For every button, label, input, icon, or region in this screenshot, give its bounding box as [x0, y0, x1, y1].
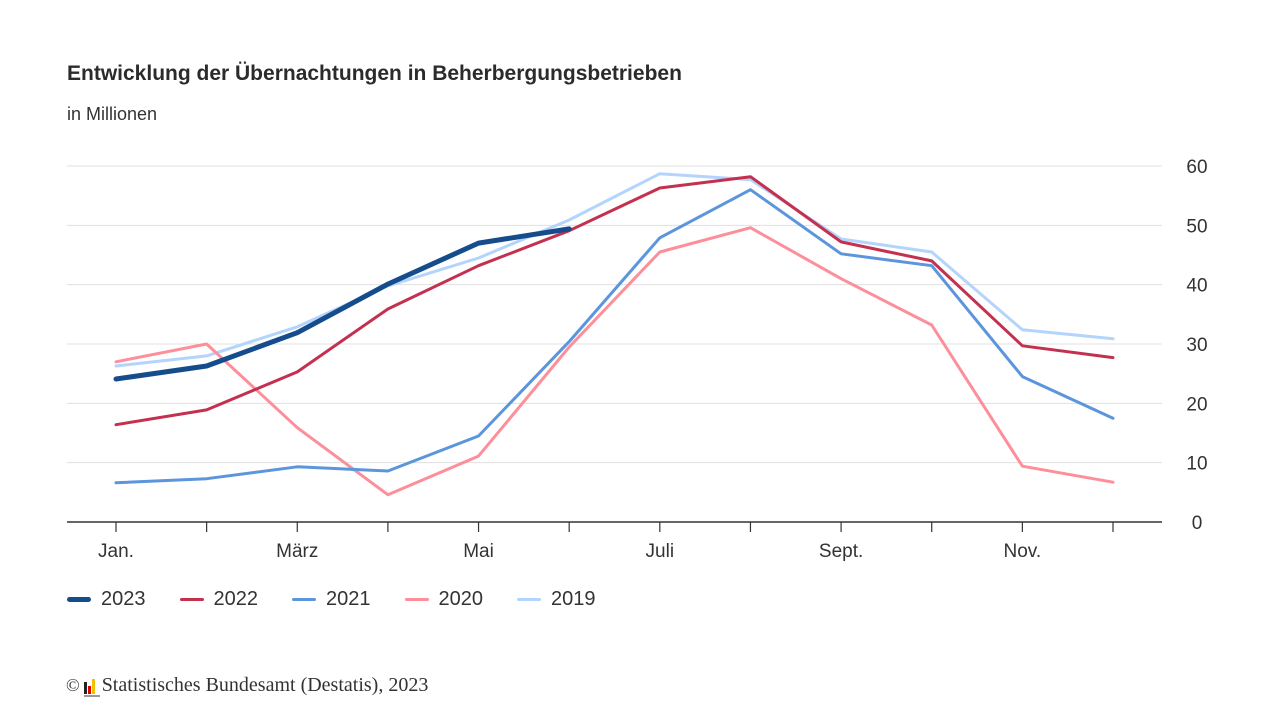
series-line-2023[interactable] — [113, 226, 572, 382]
legend-item-2022[interactable]: 2022 — [179, 588, 259, 611]
series-line-2020[interactable] — [114, 226, 1115, 497]
x-tick-label: März — [276, 541, 318, 562]
legend-label: 2021 — [326, 588, 371, 610]
legend-label: 2020 — [438, 588, 484, 610]
legend-item-2019[interactable]: 2019 — [517, 588, 596, 611]
gridlines — [67, 165, 1162, 464]
y-axis: 0 10 20 30 40 50 60 — [1186, 157, 1207, 534]
series-lines — [113, 172, 1115, 497]
legend-swatch-icon — [404, 598, 429, 601]
series-line-2022[interactable] — [114, 175, 1115, 427]
x-tick-label: Sept. — [819, 541, 863, 562]
y-tick-label: 10 — [1186, 454, 1207, 475]
y-tick-label: 60 — [1186, 157, 1207, 178]
y-tick-label: 40 — [1186, 276, 1207, 297]
x-tick-label: Juli — [646, 541, 675, 562]
legend-swatch-icon — [179, 598, 204, 601]
source-footer: © Statistisches Bundesamt (Destatis), 20… — [66, 674, 428, 697]
legend-swatch-icon — [67, 597, 91, 602]
y-tick-label: 0 — [1192, 513, 1203, 534]
y-tick-label: 30 — [1186, 335, 1207, 356]
legend-item-2020[interactable]: 2020 — [404, 588, 484, 611]
copyright-icon: © — [66, 675, 80, 695]
legend-item-2023[interactable]: 2023 — [67, 588, 146, 611]
x-tick-label: Jan. — [98, 541, 134, 562]
legend-swatch-icon — [292, 598, 316, 601]
source-text[interactable]: Statistisches Bundesamt (Destatis), 2023 — [101, 674, 429, 696]
y-tick-label: 50 — [1186, 216, 1207, 237]
destatis-logo-icon — [83, 678, 100, 697]
y-tick-label: 20 — [1186, 394, 1207, 415]
legend: 2023 2022 2021 2020 2019 — [67, 588, 630, 611]
legend-label: 2022 — [213, 588, 259, 610]
chart-title: Entwicklung der Übernachtungen in Beherb… — [67, 62, 682, 85]
legend-item-2021[interactable]: 2021 — [292, 588, 371, 611]
x-axis: Jan. März Mai Juli Sept. Nov. — [67, 521, 1162, 562]
series-line-2021[interactable] — [114, 188, 1115, 485]
legend-label: 2023 — [101, 588, 146, 610]
x-tick-label: Nov. — [1004, 541, 1042, 562]
x-tick-label: Mai — [463, 541, 494, 562]
series-line-2019[interactable] — [114, 172, 1115, 368]
chart-subtitle: in Millionen — [67, 104, 158, 124]
legend-swatch-icon — [517, 598, 541, 601]
legend-label: 2019 — [551, 588, 596, 610]
